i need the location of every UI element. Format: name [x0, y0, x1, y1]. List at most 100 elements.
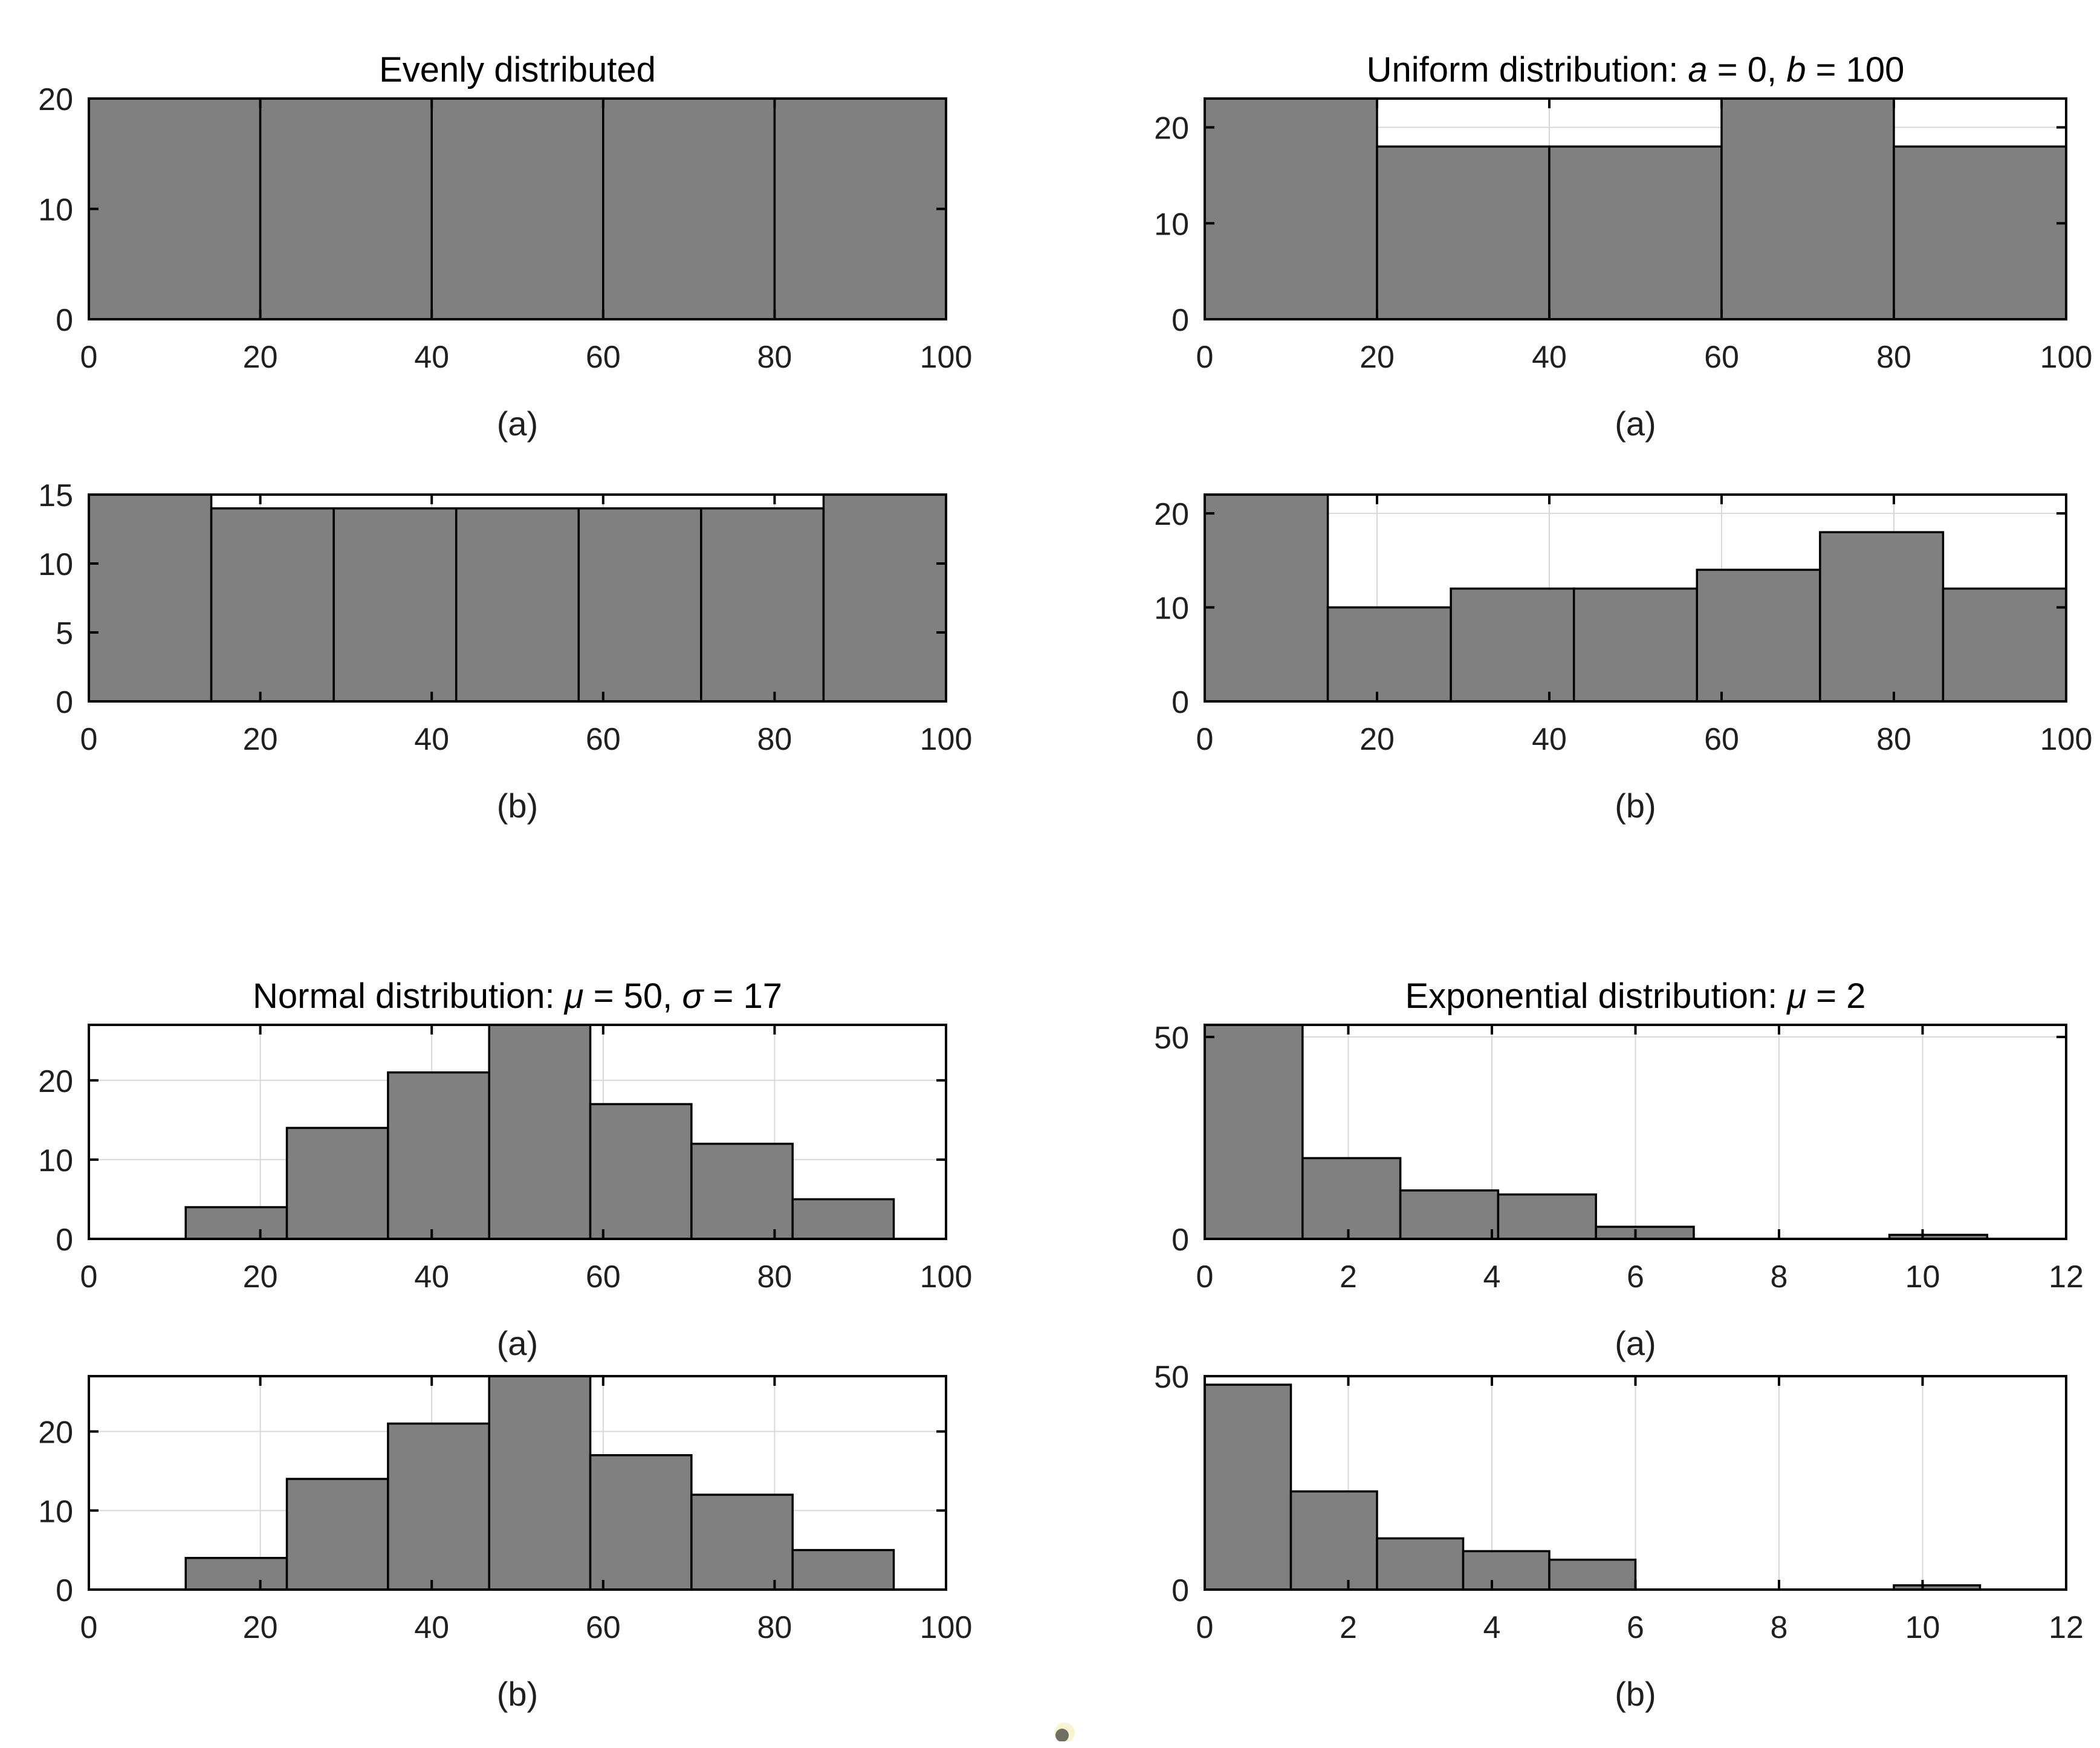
histogram-bar	[1819, 531, 1945, 703]
panel-normal-b: 0 20 40 60 80 100 0 10 20 (b)	[38, 1375, 972, 1713]
axes-box	[88, 493, 947, 703]
chart-title: Exponential distribution: μ = 2	[1405, 976, 1865, 1016]
y-tick-label: 50	[1154, 1360, 1189, 1395]
x-tick-label: 0	[1196, 1610, 1214, 1645]
histogram-bar	[488, 1024, 592, 1240]
axes-box	[88, 1024, 947, 1240]
y-tick-label: 0	[1172, 685, 1189, 720]
cursor-artifact	[1048, 1723, 1080, 1746]
y-tick-label: 10	[38, 193, 73, 228]
x-tick-label: 0	[80, 1259, 98, 1295]
histogram-bar	[285, 1478, 389, 1591]
x-tick-label: 80	[1876, 340, 1911, 375]
y-tick-label: 0	[1172, 1223, 1189, 1258]
x-tick-label: 40	[1532, 340, 1567, 375]
x-tick-label: 40	[414, 722, 449, 757]
histogram-bar	[773, 97, 947, 320]
x-tick-label: 60	[586, 722, 621, 757]
x-tick-label: 0	[1196, 1259, 1214, 1295]
histogram-bar	[690, 1142, 794, 1240]
y-tick-label: 0	[56, 1223, 73, 1258]
histogram-bar	[332, 507, 458, 703]
histogram-bar	[1942, 587, 2067, 703]
histogram-bar	[1289, 1490, 1378, 1591]
histogram-bar	[1497, 1193, 1597, 1240]
x-tick-label: 0	[80, 340, 98, 375]
axes-box	[88, 1375, 947, 1591]
histogram-bar	[488, 1375, 592, 1591]
y-tick-label: 20	[38, 1415, 73, 1451]
histogram-bar	[1893, 145, 2067, 320]
x-tick-label: 10	[1905, 1610, 1940, 1645]
panel-uniform-a: 0 20 40 60 80 100 0 10 20 Uniform distribution: a…	[1154, 50, 2092, 443]
axis-sublabel: (b)	[1615, 787, 1656, 825]
x-tick-label: 80	[757, 722, 792, 757]
histogram-bar	[1326, 606, 1452, 703]
x-tick-label: 20	[243, 722, 278, 757]
histogram-bar	[791, 1198, 895, 1240]
axes-box	[1204, 97, 2067, 320]
x-tick-label: 80	[1876, 722, 1911, 757]
histogram-bar	[589, 1103, 693, 1240]
y-tick-label: 10	[38, 547, 73, 582]
histogram-bar	[1399, 1189, 1500, 1240]
histogram-bar	[184, 1556, 288, 1591]
y-tick-label: 20	[38, 82, 73, 117]
artifact-mask	[1048, 1741, 1080, 1746]
x-tick-label: 20	[243, 340, 278, 375]
x-tick-label: 80	[757, 1610, 792, 1645]
x-tick-label: 100	[920, 340, 973, 375]
histogram-bar	[1204, 493, 1329, 703]
x-tick-label: 20	[243, 1610, 278, 1645]
x-tick-label: 100	[920, 722, 973, 757]
chart-title: Normal distribution: μ = 50, σ = 17	[253, 976, 782, 1016]
axis-sublabel: (a)	[1615, 1324, 1656, 1362]
x-tick-label: 40	[414, 1259, 449, 1295]
axis-sublabel: (a)	[497, 405, 538, 443]
x-tick-label: 40	[414, 1610, 449, 1645]
x-tick-label: 2	[1340, 1610, 1357, 1645]
y-tick-label: 0	[1172, 1573, 1189, 1608]
x-tick-label: 2	[1340, 1259, 1357, 1295]
x-tick-label: 100	[920, 1259, 973, 1295]
x-tick-label: 40	[414, 340, 449, 375]
chart-title: Evenly distributed	[379, 50, 656, 89]
histogram-bar	[259, 97, 433, 320]
axis-sublabel: (b)	[497, 1675, 538, 1713]
histogram-bar	[1595, 1226, 1695, 1240]
y-tick-label: 20	[38, 1064, 73, 1099]
histogram-bar	[285, 1126, 389, 1240]
histogram-bar	[1450, 587, 1575, 703]
x-tick-label: 20	[1359, 340, 1395, 375]
histogram-bar	[1720, 97, 1895, 320]
histogram-bar	[822, 493, 947, 703]
histogram-bar	[1696, 568, 1821, 703]
axis-sublabel: (a)	[497, 1324, 538, 1362]
x-tick-label: 6	[1627, 1610, 1644, 1645]
x-tick-label: 0	[1196, 722, 1214, 757]
y-tick-label: 0	[56, 1573, 73, 1608]
histogram-bar	[455, 507, 580, 703]
panel-evenly-b: 0 20 40 60 80 100 0 5 10 15 (b)	[38, 478, 972, 825]
histogram-bar	[184, 1206, 288, 1240]
y-tick-label: 10	[38, 1143, 73, 1178]
histogram-bar	[1376, 1537, 1465, 1591]
x-tick-label: 100	[2040, 340, 2093, 375]
y-tick-label: 0	[1172, 303, 1189, 338]
panel-exponential-b: 0 2 4 6 8 10 12 0 50 (b)	[1154, 1360, 2084, 1713]
x-tick-label: 80	[757, 1259, 792, 1295]
histogram-bar	[387, 1422, 490, 1591]
x-tick-label: 20	[243, 1259, 278, 1295]
y-tick-label: 10	[1154, 591, 1189, 626]
axis-sublabel: (b)	[497, 787, 538, 825]
x-tick-label: 60	[586, 1610, 621, 1645]
y-tick-label: 5	[56, 616, 73, 651]
histogram-bar	[1204, 1383, 1292, 1591]
y-tick-label: 0	[56, 303, 73, 338]
y-tick-label: 0	[56, 685, 73, 720]
panel-evenly-a: 0 20 40 60 80 100 0 10 20 Evenly distributed (a)	[38, 50, 972, 443]
x-tick-label: 4	[1483, 1259, 1501, 1295]
histogram-bar	[1548, 1558, 1637, 1591]
x-tick-label: 8	[1771, 1610, 1788, 1645]
